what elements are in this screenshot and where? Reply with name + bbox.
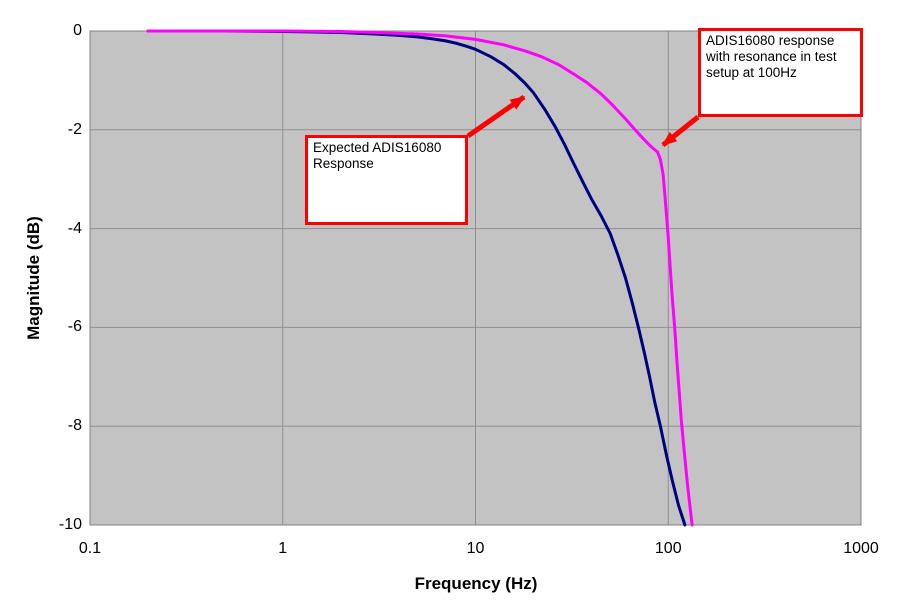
- x-axis-title: Frequency (Hz): [414, 574, 538, 593]
- resonance-arrow: [661, 115, 700, 147]
- y-tick-label: -8: [67, 417, 82, 435]
- y-tick-label: 0: [73, 22, 82, 39]
- y-tick-label: -2: [67, 120, 82, 138]
- x-tick-label: 0.1: [78, 540, 102, 557]
- x-tick-label: 100: [654, 540, 682, 557]
- expected-response-callout: Expected ADIS16080 Response: [305, 135, 468, 225]
- y-tick-label: -4: [67, 219, 82, 237]
- x-tick-label: 1: [278, 540, 288, 557]
- x-tick-label: 10: [466, 540, 485, 557]
- resonance-callout: ADIS16080 response with resonance in tes…: [698, 28, 863, 117]
- x-tick-label: 1000: [843, 540, 879, 557]
- annotation-arrows: [466, 94, 700, 147]
- y-axis-title: Magnitude (dB): [24, 216, 43, 340]
- expected-response-arrow: [466, 94, 526, 139]
- y-tick-label: -10: [58, 516, 82, 533]
- y-tick-label: -6: [67, 318, 82, 336]
